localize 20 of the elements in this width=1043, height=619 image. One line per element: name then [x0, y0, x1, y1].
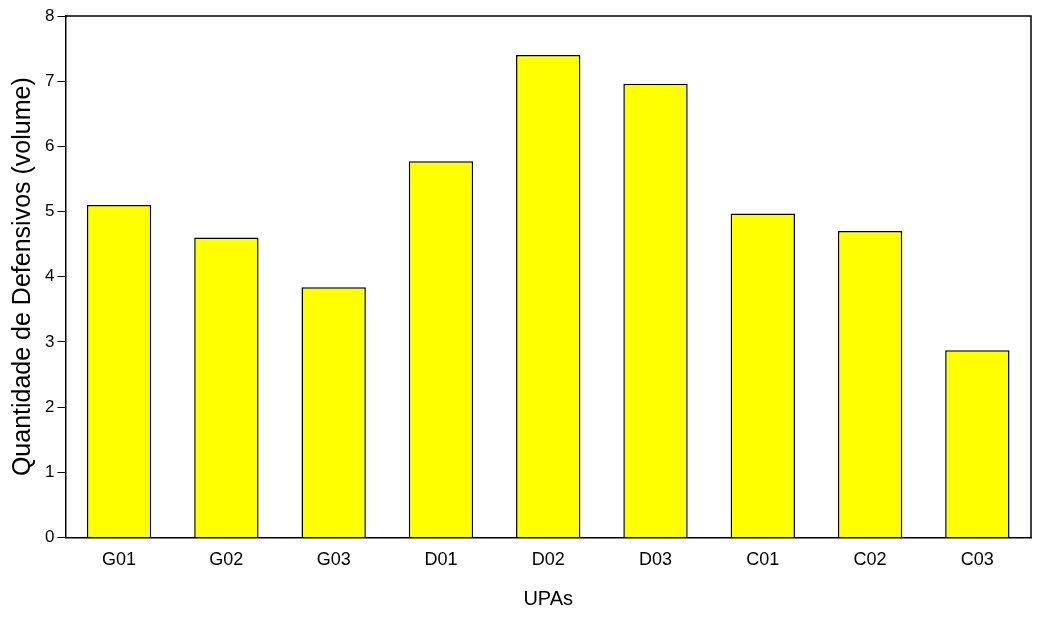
x-axis-title: UPAs — [523, 586, 574, 609]
x-tick-label: C03 — [960, 549, 994, 570]
y-tick-label: 2 — [44, 396, 55, 416]
y-axis-title: Quantidade de Defensivos (volume) — [6, 77, 35, 477]
x-tick-label: D01 — [424, 549, 458, 570]
x-tick-label: G02 — [209, 549, 244, 570]
y-tick-label: 1 — [44, 461, 55, 481]
x-tick-label: C01 — [746, 549, 780, 570]
y-tick-label: 4 — [44, 266, 55, 286]
x-tick-label: D03 — [638, 549, 673, 570]
y-tick-label: 3 — [44, 331, 55, 351]
x-tick-label: G01 — [102, 549, 137, 570]
y-tick-label: 7 — [44, 70, 55, 90]
y-tick-label: 5 — [44, 201, 55, 221]
y-tick-label: 6 — [44, 136, 55, 156]
x-tick-label: C02 — [853, 549, 887, 570]
x-tick-label: D02 — [531, 549, 565, 570]
y-tick-label: 8 — [44, 5, 55, 25]
x-tick-label: G03 — [316, 549, 351, 570]
y-tick-label: 0 — [44, 527, 55, 547]
